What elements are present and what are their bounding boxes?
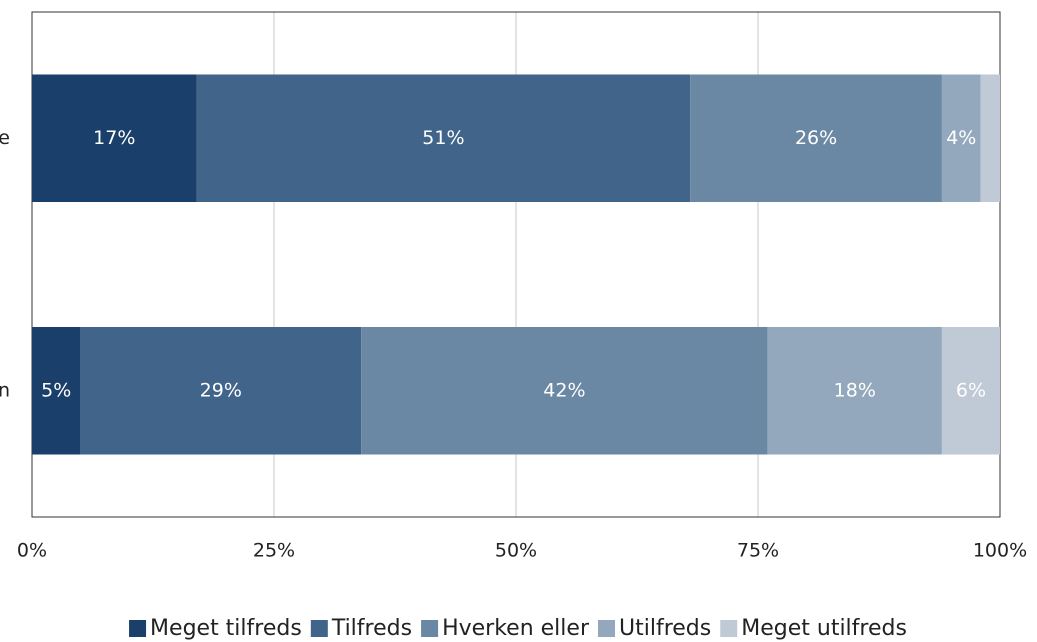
legend-swatch (421, 620, 439, 637)
legend-swatch (598, 620, 616, 637)
legend-label: Tilfreds (331, 616, 412, 641)
data-label: 5% (41, 379, 71, 401)
x-tick-label: 50% (495, 540, 537, 562)
x-tick-label: 100% (973, 540, 1027, 562)
data-label: 18% (834, 379, 876, 401)
category-label: n (0, 379, 10, 401)
plot-frame (31, 11, 1001, 518)
bar-segment (767, 326, 942, 455)
x-tick-label: 0% (17, 540, 47, 562)
legend-swatch (310, 620, 328, 637)
bar-segment (941, 74, 981, 203)
bar-segment (980, 74, 1000, 203)
data-label: 26% (795, 127, 837, 149)
data-label: 6% (956, 379, 986, 401)
bar-segment (196, 74, 691, 203)
data-label: 51% (422, 127, 464, 149)
bar-segment (361, 326, 768, 455)
legend-label: Meget tilfreds (150, 616, 302, 641)
bar-segment (690, 74, 942, 203)
data-label: 17% (93, 127, 135, 149)
bar-segment (941, 326, 1000, 455)
bar-segment (32, 74, 197, 203)
x-tick-label: 75% (737, 540, 779, 562)
bar-segment (32, 326, 81, 455)
legend-swatch (129, 620, 147, 637)
legend-label: Utilfreds (619, 616, 711, 641)
category-label: e (0, 127, 10, 149)
legend-swatch (720, 620, 738, 637)
legend-label: Meget utilfreds (741, 616, 907, 641)
bar-segment (80, 326, 362, 455)
data-label: 42% (543, 379, 585, 401)
x-tick-label: 25% (253, 540, 295, 562)
data-label: 4% (946, 127, 976, 149)
data-label: 29% (200, 379, 242, 401)
legend-label: Hverken eller (442, 616, 590, 641)
